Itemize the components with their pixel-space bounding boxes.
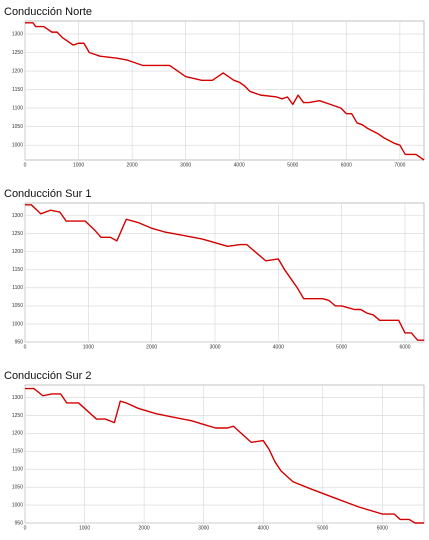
x-tick-label: 4000: [258, 525, 269, 531]
y-tick-label: 950: [15, 339, 24, 345]
y-tick-label: 1100: [12, 467, 23, 473]
y-tick-label: 1100: [12, 285, 23, 291]
x-tick-label: 3000: [209, 344, 220, 350]
chart-title: Conducción Norte: [4, 6, 92, 18]
x-tick-label: 1000: [79, 525, 90, 531]
x-tick-label: 7000: [394, 162, 405, 168]
x-tick-label: 2000: [139, 525, 150, 531]
y-tick-label: 1150: [12, 449, 23, 455]
y-tick-label: 1000: [12, 502, 23, 508]
x-tick-label: 3000: [180, 162, 191, 168]
y-tick-label: 1300: [12, 213, 23, 219]
x-tick-label: 5000: [287, 162, 298, 168]
x-tick-label: 5000: [317, 525, 328, 531]
plot-area: [24, 20, 425, 161]
y-tick-label: 1000: [12, 143, 23, 149]
y-tick-label: 1000: [12, 321, 23, 327]
y-tick-label: 1150: [12, 267, 23, 273]
y-tick-label: 1300: [12, 31, 23, 37]
y-tick-label: 1200: [12, 431, 23, 437]
y-tick-label: 950: [15, 520, 24, 526]
data-line: [25, 204, 424, 341]
y-tick-label: 1050: [12, 124, 23, 130]
y-tick-label: 1250: [12, 231, 23, 237]
chart-title: Conducción Sur 1: [4, 188, 91, 200]
y-tick-label: 1250: [12, 50, 23, 56]
y-tick-label: 1050: [12, 303, 23, 309]
x-tick-label: 1000: [73, 162, 84, 168]
plot-area: [24, 202, 425, 343]
x-tick-label: 0: [24, 344, 27, 350]
y-tick-label: 1100: [12, 105, 23, 111]
data-line: [25, 387, 424, 524]
data-line: [25, 22, 425, 161]
x-tick-label: 4000: [273, 344, 284, 350]
x-tick-label: 0: [24, 525, 27, 531]
y-tick-label: 1200: [12, 249, 23, 255]
x-tick-label: 2000: [146, 344, 157, 350]
x-tick-label: 3000: [198, 525, 209, 531]
chart-title: Conducción Sur 2: [4, 370, 91, 382]
y-tick-label: 1050: [12, 484, 23, 490]
plot-area: [24, 384, 425, 524]
x-tick-label: 6000: [341, 162, 352, 168]
x-tick-label: 6000: [377, 525, 388, 531]
x-tick-label: 0: [24, 162, 27, 168]
y-tick-label: 1250: [12, 413, 23, 419]
y-tick-label: 1300: [12, 395, 23, 401]
y-tick-label: 1150: [12, 87, 23, 93]
x-tick-label: 1000: [83, 344, 94, 350]
x-tick-label: 2000: [127, 162, 138, 168]
y-tick-label: 1200: [12, 68, 23, 74]
x-tick-label: 5000: [336, 344, 347, 350]
x-tick-label: 6000: [399, 344, 410, 350]
x-tick-label: 4000: [234, 162, 245, 168]
